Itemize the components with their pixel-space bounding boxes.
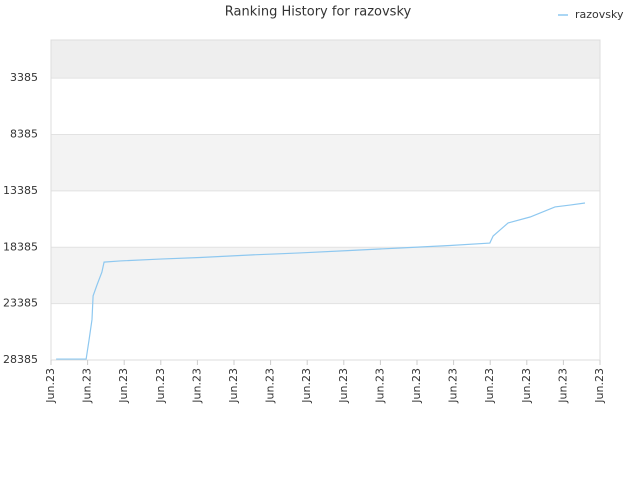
x-tick-label: Jun.23: [154, 368, 167, 404]
x-tick-label: Jun.23: [410, 368, 423, 404]
line: [56, 202, 586, 360]
y-tick-label: 28385: [3, 353, 38, 366]
x-tick-label: Jun.23: [483, 368, 496, 404]
plot-background: [51, 40, 600, 360]
y-tick-label: 8385: [10, 128, 38, 141]
x-tick-label: Jun.23: [44, 368, 57, 404]
legend-label: razovsky: [575, 8, 624, 21]
x-tick-label: Jun.23: [117, 368, 130, 404]
x-tick-label: Jun.23: [264, 368, 277, 404]
chart-title: Ranking History for razovsky: [225, 5, 412, 20]
x-tick-label: Jun.23: [373, 368, 386, 404]
x-tick-label: Jun.23: [300, 368, 313, 404]
x-tick-label: Jun.23: [227, 368, 240, 404]
y-tick-label: 18385: [3, 240, 38, 253]
grid-band: [51, 134, 600, 191]
plot-border: [50, 39, 601, 361]
y-tick-label: 23385: [3, 297, 38, 310]
x-tick-label: Jun.23: [190, 368, 203, 404]
x-tick-label: Jun.23: [81, 368, 94, 404]
x-tick-label: Jun.23: [447, 368, 460, 404]
x-tick-label: Jun.23: [520, 368, 533, 404]
y-tick-label: 13385: [3, 184, 38, 197]
y-tick-label: 3385: [10, 71, 38, 84]
grid-band: [51, 247, 600, 304]
x-tick-label: Jun.23: [556, 368, 569, 404]
x-tick-label: Jun.23: [337, 368, 350, 404]
x-tick-label: Jun.23: [593, 368, 606, 404]
grid-band: [51, 40, 600, 79]
